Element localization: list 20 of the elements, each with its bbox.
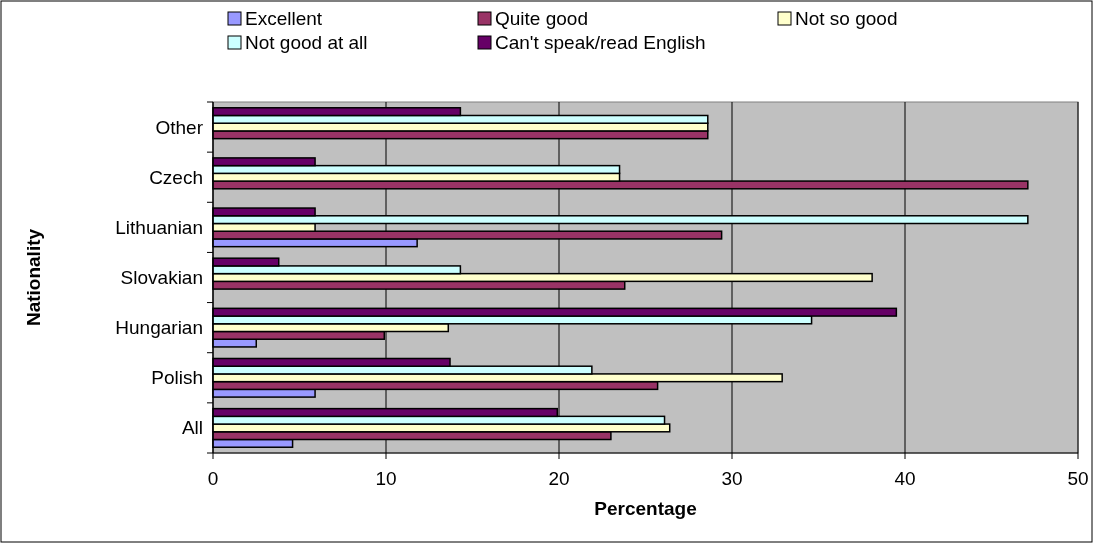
- x-tick-label: 40: [894, 468, 916, 489]
- legend-label: Excellent: [245, 7, 323, 29]
- x-tick-label: 20: [548, 468, 570, 489]
- x-tick-label: 0: [207, 468, 219, 489]
- legend-label: Can't speak/read English: [495, 31, 706, 53]
- y-tick-label: Other: [155, 116, 204, 138]
- legend-label: Quite good: [495, 7, 588, 29]
- x-tick-label: 30: [721, 468, 743, 489]
- x-axis-title: Percentage: [594, 498, 697, 519]
- x-tick-label: 10: [375, 468, 397, 489]
- y-axis-title: Nationality: [23, 228, 44, 327]
- y-tick-label: Slovakian: [120, 267, 203, 288]
- legend-label: Not so good: [795, 7, 898, 29]
- y-tick-label: Polish: [151, 367, 203, 389]
- y-tick-label: Lithuanian: [115, 216, 203, 238]
- y-tick-label: Czech: [149, 166, 203, 188]
- y-tick-label: All: [181, 417, 203, 439]
- y-tick-label: Hungarian: [115, 317, 203, 339]
- x-tick-label: 50: [1067, 468, 1089, 489]
- legend-label: Not good at all: [245, 31, 368, 53]
